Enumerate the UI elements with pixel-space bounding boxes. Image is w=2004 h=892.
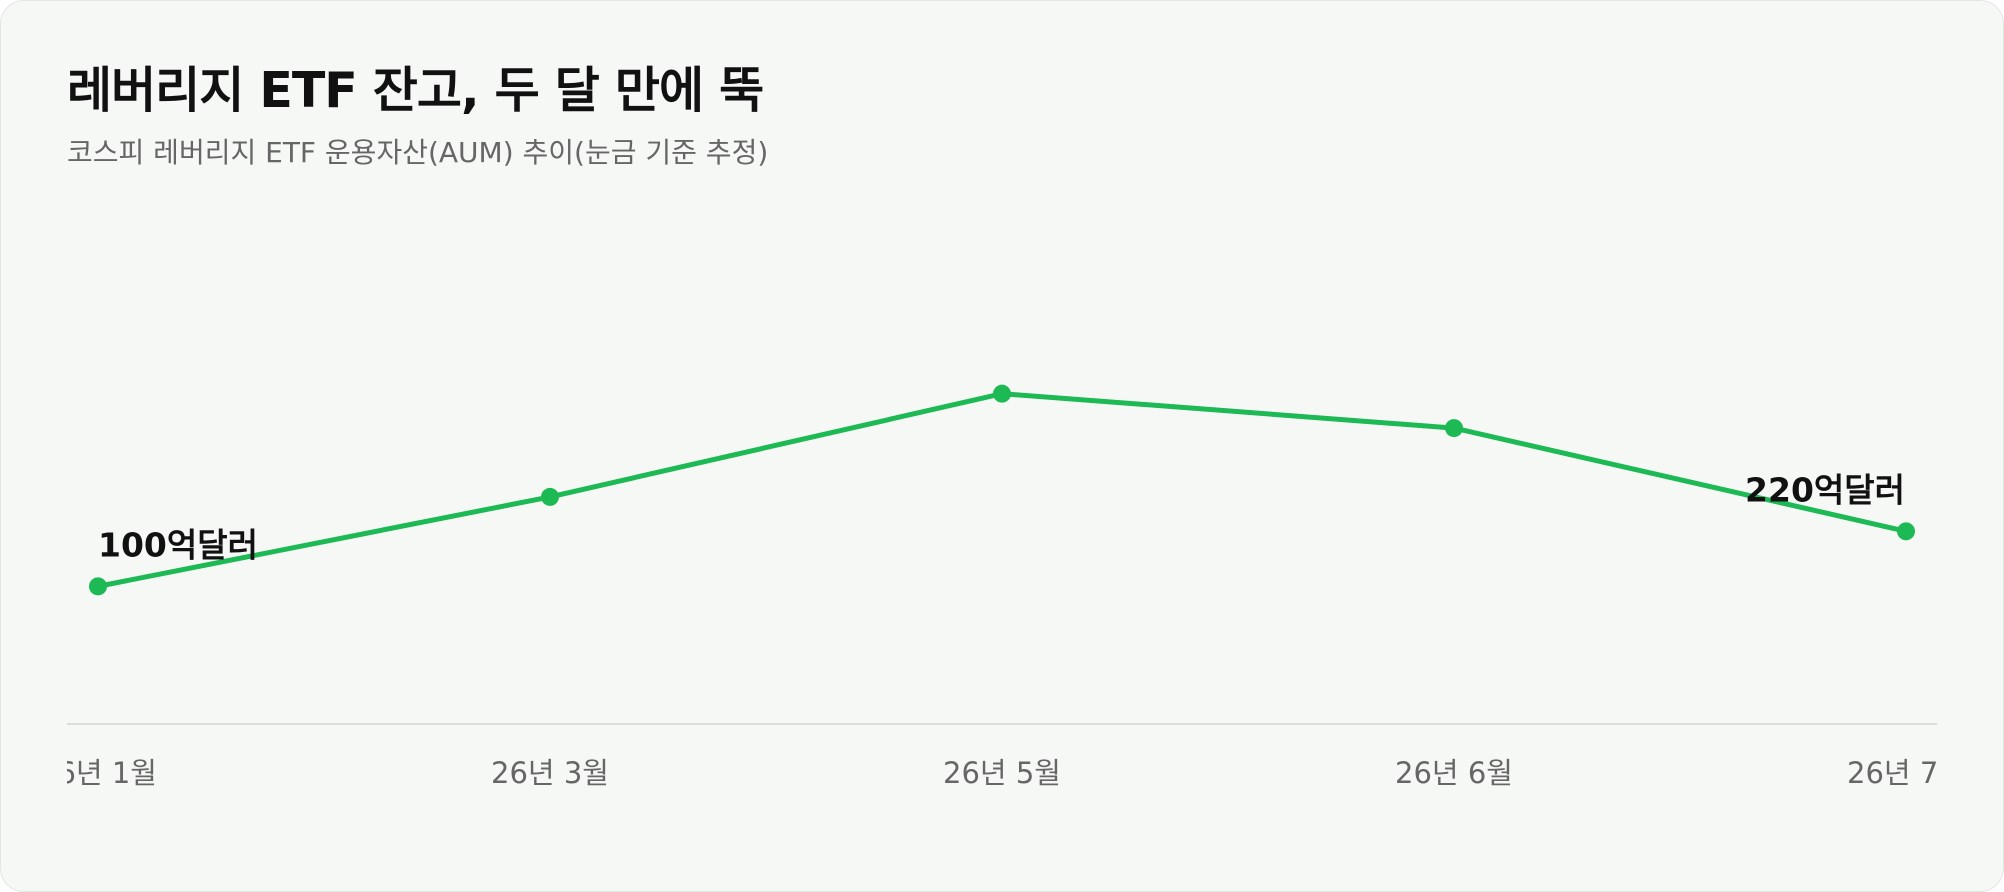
data-label: 100억달러 <box>98 525 258 564</box>
x-tick-label: 26년 6월 <box>1395 756 1513 790</box>
data-point <box>541 487 559 506</box>
data-label-layer: 100억달러 220억달러 <box>98 470 1905 564</box>
data-point <box>89 577 107 596</box>
chart-subtitle: 코스피 레버리지 ETF 운용자산(AUM) 추이(눈금 기준 추정) <box>67 136 769 169</box>
data-point <box>1897 522 1915 541</box>
x-tick-label: 26년 7월 <box>1847 756 1965 790</box>
series-layer <box>89 384 1915 596</box>
x-axis-ticks: 26년 1월 26년 3월 26년 5월 26년 6월 26년 7월 <box>39 756 1965 790</box>
x-tick-label: 26년 3월 <box>491 756 609 790</box>
data-label: 220억달러 <box>1745 470 1905 509</box>
x-tick-label: 26년 5월 <box>943 756 1061 790</box>
data-point <box>993 384 1011 403</box>
series-line <box>95 391 1909 589</box>
chart-title: 레버리지 ETF 잔고, 두 달 만에 뚝 <box>67 62 764 119</box>
x-tick-label: 26년 1월 <box>39 756 157 790</box>
data-point <box>1445 419 1463 438</box>
